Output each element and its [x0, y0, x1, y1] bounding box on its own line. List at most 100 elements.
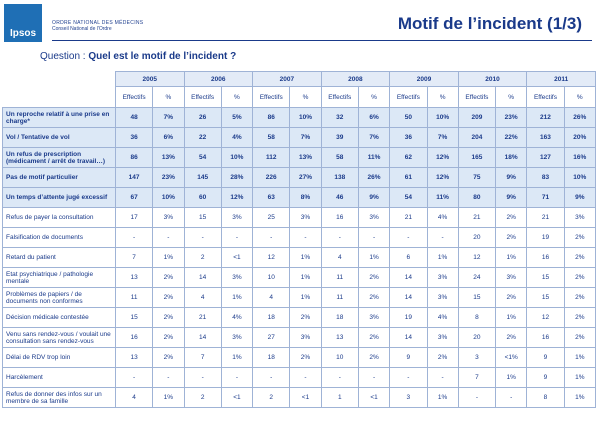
cell: 212 [526, 107, 565, 128]
cell: 3% [357, 207, 391, 228]
cell: - [289, 227, 322, 248]
cell: 10% [426, 107, 459, 128]
row-label: Pas de motif particulier [2, 167, 116, 188]
table-row: Venu sans rendez-vous / voulait une cons… [2, 327, 597, 348]
cell: 21 [183, 307, 222, 328]
cell: 23% [152, 167, 185, 188]
cell: 21 [389, 207, 428, 228]
cell: 2% [563, 287, 597, 308]
cell: 4% [426, 207, 459, 228]
cell: 1% [495, 247, 528, 268]
cell: 3% [563, 207, 597, 228]
table-row: Refus de payer la consultation 17 3% 15 3% 25… [2, 207, 597, 228]
cell: <1 [289, 387, 322, 408]
cell: <1% [495, 347, 528, 368]
cell: 127 [526, 147, 565, 168]
cell: 2% [426, 347, 459, 368]
cell: 21 [457, 207, 497, 228]
cell: 13% [152, 147, 185, 168]
cell: 4 [114, 387, 154, 408]
cell: 8 [526, 387, 565, 408]
table-row: Problèmes de papiers / de documents non … [2, 287, 597, 308]
cell: 18 [252, 347, 291, 368]
cell: 9% [357, 187, 391, 208]
cell: 1% [220, 287, 254, 308]
cell: 12% [426, 167, 459, 188]
cell: 10% [220, 147, 254, 168]
cell: 15 [526, 267, 565, 288]
cell: 9 [526, 367, 565, 388]
cell: 2% [495, 227, 528, 248]
cell: 15 [183, 207, 222, 228]
subheader: % [220, 86, 254, 108]
cell: 16 [320, 207, 359, 228]
cell: 1% [152, 247, 185, 268]
cell: 16% [563, 147, 597, 168]
question-text: Quel est le motif de l’incident ? [88, 51, 237, 62]
table-row: Falsification de documents - - - - - - - - - -20 2%… [2, 227, 597, 248]
cell: 3% [289, 327, 322, 348]
year-header: 2009 [389, 71, 459, 87]
logo: Ipsos [4, 4, 42, 42]
year-header: 2006 [183, 71, 254, 87]
cell: 10% [289, 107, 322, 128]
cell: - [426, 227, 459, 248]
row-label: Refus de donner des infos sur un membre … [2, 387, 116, 408]
cell: 4% [426, 307, 459, 328]
cell: - [357, 367, 391, 388]
cell: 1% [289, 267, 322, 288]
cell: 62 [389, 147, 428, 168]
cell: 11 [320, 267, 359, 288]
cell: 2% [563, 307, 597, 328]
cell: 1% [426, 387, 459, 408]
cell: 13 [114, 267, 154, 288]
cell: 147 [114, 167, 154, 188]
cell: 163 [526, 127, 565, 148]
cell: 19 [526, 227, 565, 248]
title: Motif de l’incident (1/3) [397, 14, 582, 33]
cell: 9% [495, 187, 528, 208]
cell: 12 [457, 247, 497, 268]
cell: 24 [457, 267, 497, 288]
cell: 165 [457, 147, 497, 168]
cell: 3% [426, 267, 459, 288]
subheader: % [289, 86, 322, 108]
cell: 18 [252, 307, 291, 328]
cell: 5% [220, 107, 254, 128]
cell: 12% [220, 187, 254, 208]
cell: 209 [457, 107, 497, 128]
cell: 1% [220, 347, 254, 368]
cell: 15 [457, 287, 497, 308]
cell: 3 [389, 387, 428, 408]
cell: 54 [183, 147, 222, 168]
cell: 2% [563, 247, 597, 268]
row-label: Refus de payer la consultation [2, 207, 116, 228]
cell: 14 [389, 327, 428, 348]
cell: 2% [152, 267, 185, 288]
cell: 3% [220, 207, 254, 228]
cell: 39 [320, 127, 359, 148]
cell: 61 [389, 167, 428, 188]
cell: 21 [526, 207, 565, 228]
cell: 7% [357, 127, 391, 148]
cell: 14 [183, 267, 222, 288]
row-label: Venu sans rendez-vous / voulait une cons… [2, 327, 116, 348]
table-row: Un reproche relatif à une prise en charg… [2, 107, 597, 128]
cell: 3% [426, 327, 459, 348]
cell: 12 [252, 247, 291, 268]
cell: 1% [495, 367, 528, 388]
cell: 11% [357, 147, 391, 168]
cell: 145 [183, 167, 222, 188]
cell: 7% [426, 127, 459, 148]
cell: 7% [289, 127, 322, 148]
cell: 2% [152, 307, 185, 328]
cell: 23% [495, 107, 528, 128]
cell: - [220, 227, 254, 248]
rule [52, 40, 592, 41]
cell: 36 [114, 127, 154, 148]
cell: 7 [183, 347, 222, 368]
row-label: Délai de RDV trop loin [2, 347, 116, 368]
cell: 27% [289, 167, 322, 188]
corner [3, 87, 116, 108]
